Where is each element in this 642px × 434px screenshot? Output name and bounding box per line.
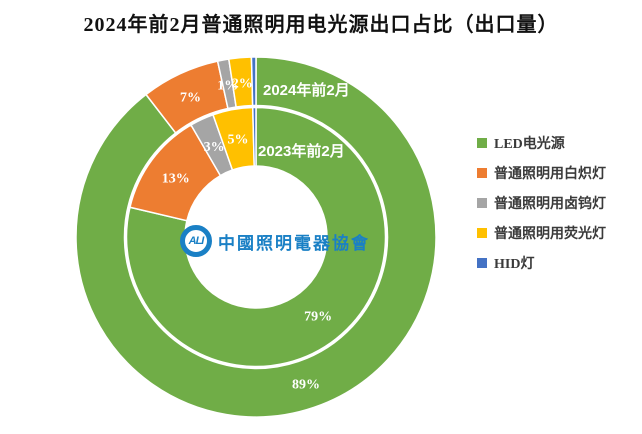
slice-2024年前2月-HID灯[interactable] — [250, 56, 257, 107]
legend-label: 普通照明用荧光灯 — [494, 227, 606, 242]
legend: LED电光源普通照明用白炽灯 普通照明用卤钨灯 普通照明用荧光灯 HID灯 — [477, 136, 606, 286]
legend-label: 普通照明用白炽灯 — [494, 167, 606, 182]
slice-label: 5% — [227, 133, 248, 148]
legend-item-普通照明用卤钨灯[interactable]: 普通照明用卤钨灯 — [477, 196, 606, 212]
slice-label: 7% — [180, 91, 201, 106]
legend-item-普通照明用荧光灯[interactable]: 普通照明用荧光灯 — [477, 226, 606, 242]
legend-swatch-icon — [477, 198, 487, 208]
cali-logo-icon: ALI — [180, 225, 212, 257]
legend-label: 普通照明用卤钨灯 — [494, 197, 606, 212]
ring-title-2024年前2月: 2024年前2月 — [263, 81, 350, 99]
slice-2023年前2月-LED电光源[interactable] — [125, 106, 387, 368]
legend-item-HID灯[interactable]: HID灯 — [477, 256, 606, 272]
legend-swatch-icon — [477, 228, 487, 238]
legend-label: HID灯 — [494, 257, 535, 272]
ring-title-2023年前2月: 2023年前2月 — [258, 142, 345, 160]
slice-label: 13% — [162, 171, 190, 186]
cali-logo-abbr: ALI — [188, 235, 205, 247]
legend-label: LED电光源 — [494, 137, 565, 152]
chart-title: 2024年前2月普通照明用电光源出口占比（出口量） — [83, 14, 559, 36]
slice-label: 1% — [217, 79, 238, 94]
center-logo-text: 中國照明電器協會 — [218, 233, 370, 253]
slice-label: 79% — [304, 309, 332, 324]
slice-label: 89% — [292, 378, 320, 393]
slice-2024年前2月-LED电光源[interactable] — [75, 56, 437, 418]
slice-label: 2% — [232, 77, 253, 92]
legend-swatch-icon — [477, 258, 487, 268]
legend-swatch-icon — [477, 138, 487, 148]
slice-label: 3% — [204, 140, 225, 155]
legend-swatch-icon — [477, 168, 487, 178]
legend-item-普通照明用白炽灯[interactable]: 普通照明用白炽灯 — [477, 166, 606, 182]
center-logo: ALI 中國照明電器協會 — [180, 222, 370, 260]
legend-item-LED电光源[interactable]: LED电光源 — [477, 136, 606, 152]
slice-2023年前2月-HID灯[interactable] — [251, 106, 257, 167]
